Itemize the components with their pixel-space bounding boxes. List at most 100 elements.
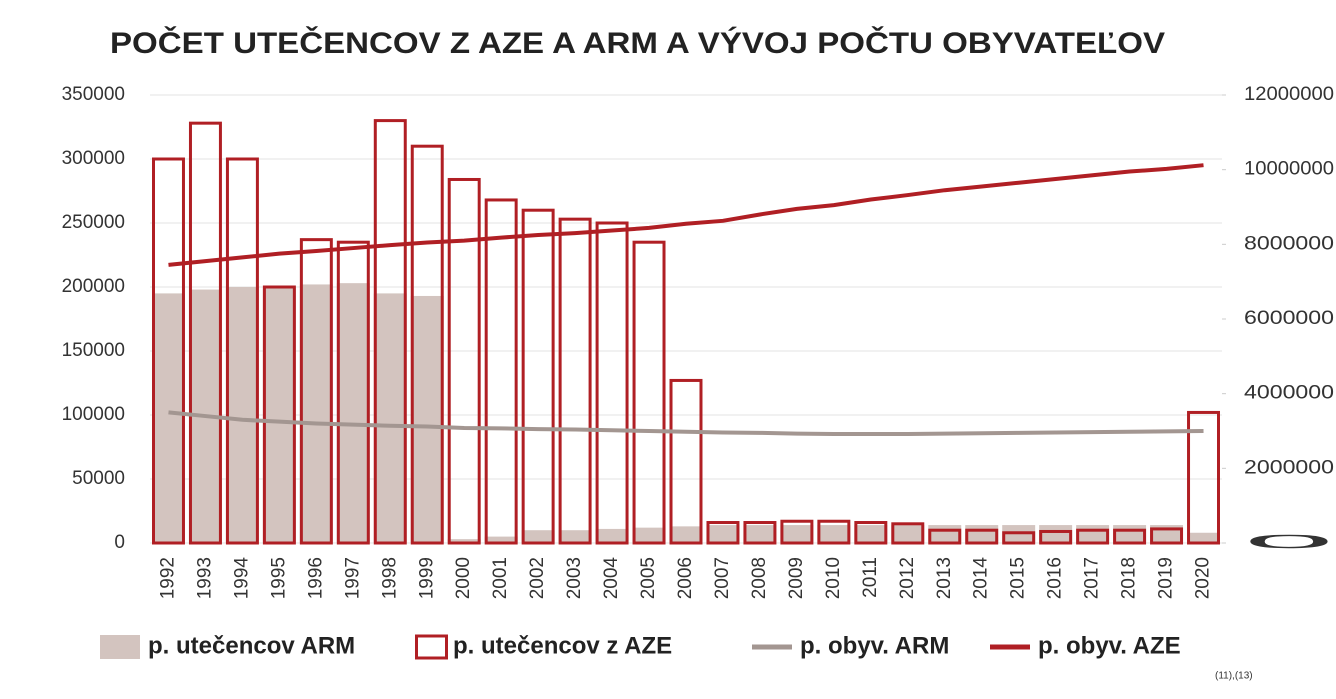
x-tick-label: 2005 [638,557,659,599]
bar [299,238,333,545]
bar [1039,525,1073,543]
bar [891,522,925,545]
y-tick-label: 300000 [62,148,125,169]
x-tick-label: 2008 [749,557,770,599]
bar [484,536,518,543]
bar [1076,525,1110,543]
bar [965,525,999,543]
x-tick-label: 1994 [231,557,252,600]
y2-tick-label: 10000000 [1244,159,1334,180]
bar [262,285,296,545]
x-tick-label: 1992 [157,557,178,599]
bar [225,157,259,545]
y2-tick-label: 0 [1244,532,1334,553]
bar [1113,528,1147,545]
bar [521,530,555,543]
bar [521,208,555,545]
line [168,410,1204,436]
bar [1002,531,1036,545]
y-tick-label: 250000 [62,212,125,233]
x-tick-label: 1995 [268,557,289,599]
x-tick-label: 2015 [1008,557,1029,599]
x-tick-label: 1998 [379,557,400,599]
x-tick-label: 2019 [1156,557,1177,599]
bar [928,525,962,543]
bar [1187,532,1220,543]
bar [632,527,666,543]
bar [1113,525,1147,543]
x-tick-label: 2000 [453,557,474,599]
bar [558,530,592,543]
bar [152,157,185,545]
bar [484,198,518,545]
x-tick-label: 1993 [194,557,215,599]
chart-title: POČET UTEČENCOV Z AZE A ARM A VÝVOJ POČT… [110,26,1165,60]
x-tick-label: 2002 [527,557,548,599]
bar [965,528,999,545]
bar [410,144,444,545]
bar [669,526,703,543]
x-tick-label: 2017 [1082,557,1103,599]
bar [854,525,888,543]
bar [743,521,777,545]
bar [1039,529,1073,545]
y2-tick-label: 2000000 [1244,457,1334,478]
bar [669,378,703,545]
bar [188,121,222,545]
legend-label: p. obyv. AZE [1038,632,1181,659]
y2-tick-label: 8000000 [1244,233,1334,254]
legend-swatch [415,634,448,660]
bar [1187,410,1220,545]
bar [817,519,851,545]
x-tick-label: 2006 [675,557,696,599]
x-tick-label: 2003 [564,557,585,599]
x-tick-label: 2007 [712,557,733,599]
legend-label: p. utečencov z AZE [453,632,672,659]
bar [632,240,666,545]
x-tick-label: 1999 [416,557,437,599]
bar [336,240,370,545]
bar [928,528,962,545]
bar [225,287,259,543]
bar [373,119,407,545]
bar [262,287,296,543]
y2-tick-label: 6000000 [1244,308,1334,329]
bar [706,521,740,545]
x-tick-label: 2016 [1045,557,1066,599]
y-tick-label: 0 [114,532,125,553]
y-tick-label: 350000 [62,84,125,105]
y-tick-label: 100000 [62,404,125,425]
y2-tick-label: 12000000 [1244,84,1334,105]
x-tick-label: 2013 [934,557,955,599]
bar [336,283,370,543]
bar [1150,527,1184,545]
legend-label: p. utečencov ARM [148,632,355,659]
x-tick-label: 2010 [823,557,844,599]
legend-label: p. obyv. ARM [800,632,949,659]
bar [595,528,629,543]
x-tick-label: 1996 [305,557,326,599]
bar [817,525,851,543]
bar [780,519,814,545]
x-tick-label: 2012 [897,557,918,599]
x-tick-label: 1997 [342,557,363,599]
bar [299,284,333,543]
x-tick-label: 2020 [1193,557,1214,599]
footnote: (11),(13) [1215,671,1253,682]
x-tick-label: 2001 [490,557,511,599]
bar [743,525,777,543]
y-tick-label: 150000 [62,340,125,361]
x-tick-label: 2004 [601,557,622,600]
legend-swatch [100,635,140,659]
bar [706,525,740,543]
x-tick-label: 2018 [1119,557,1140,599]
bar [854,521,888,545]
bar [447,177,481,545]
y2-tick-label: 4000000 [1244,383,1334,404]
x-tick-label: 2009 [786,557,807,599]
y-tick-label: 200000 [62,276,125,297]
x-tick-label: 2011 [860,557,881,598]
x-tick-label: 2014 [971,557,992,600]
bar [1076,528,1110,545]
